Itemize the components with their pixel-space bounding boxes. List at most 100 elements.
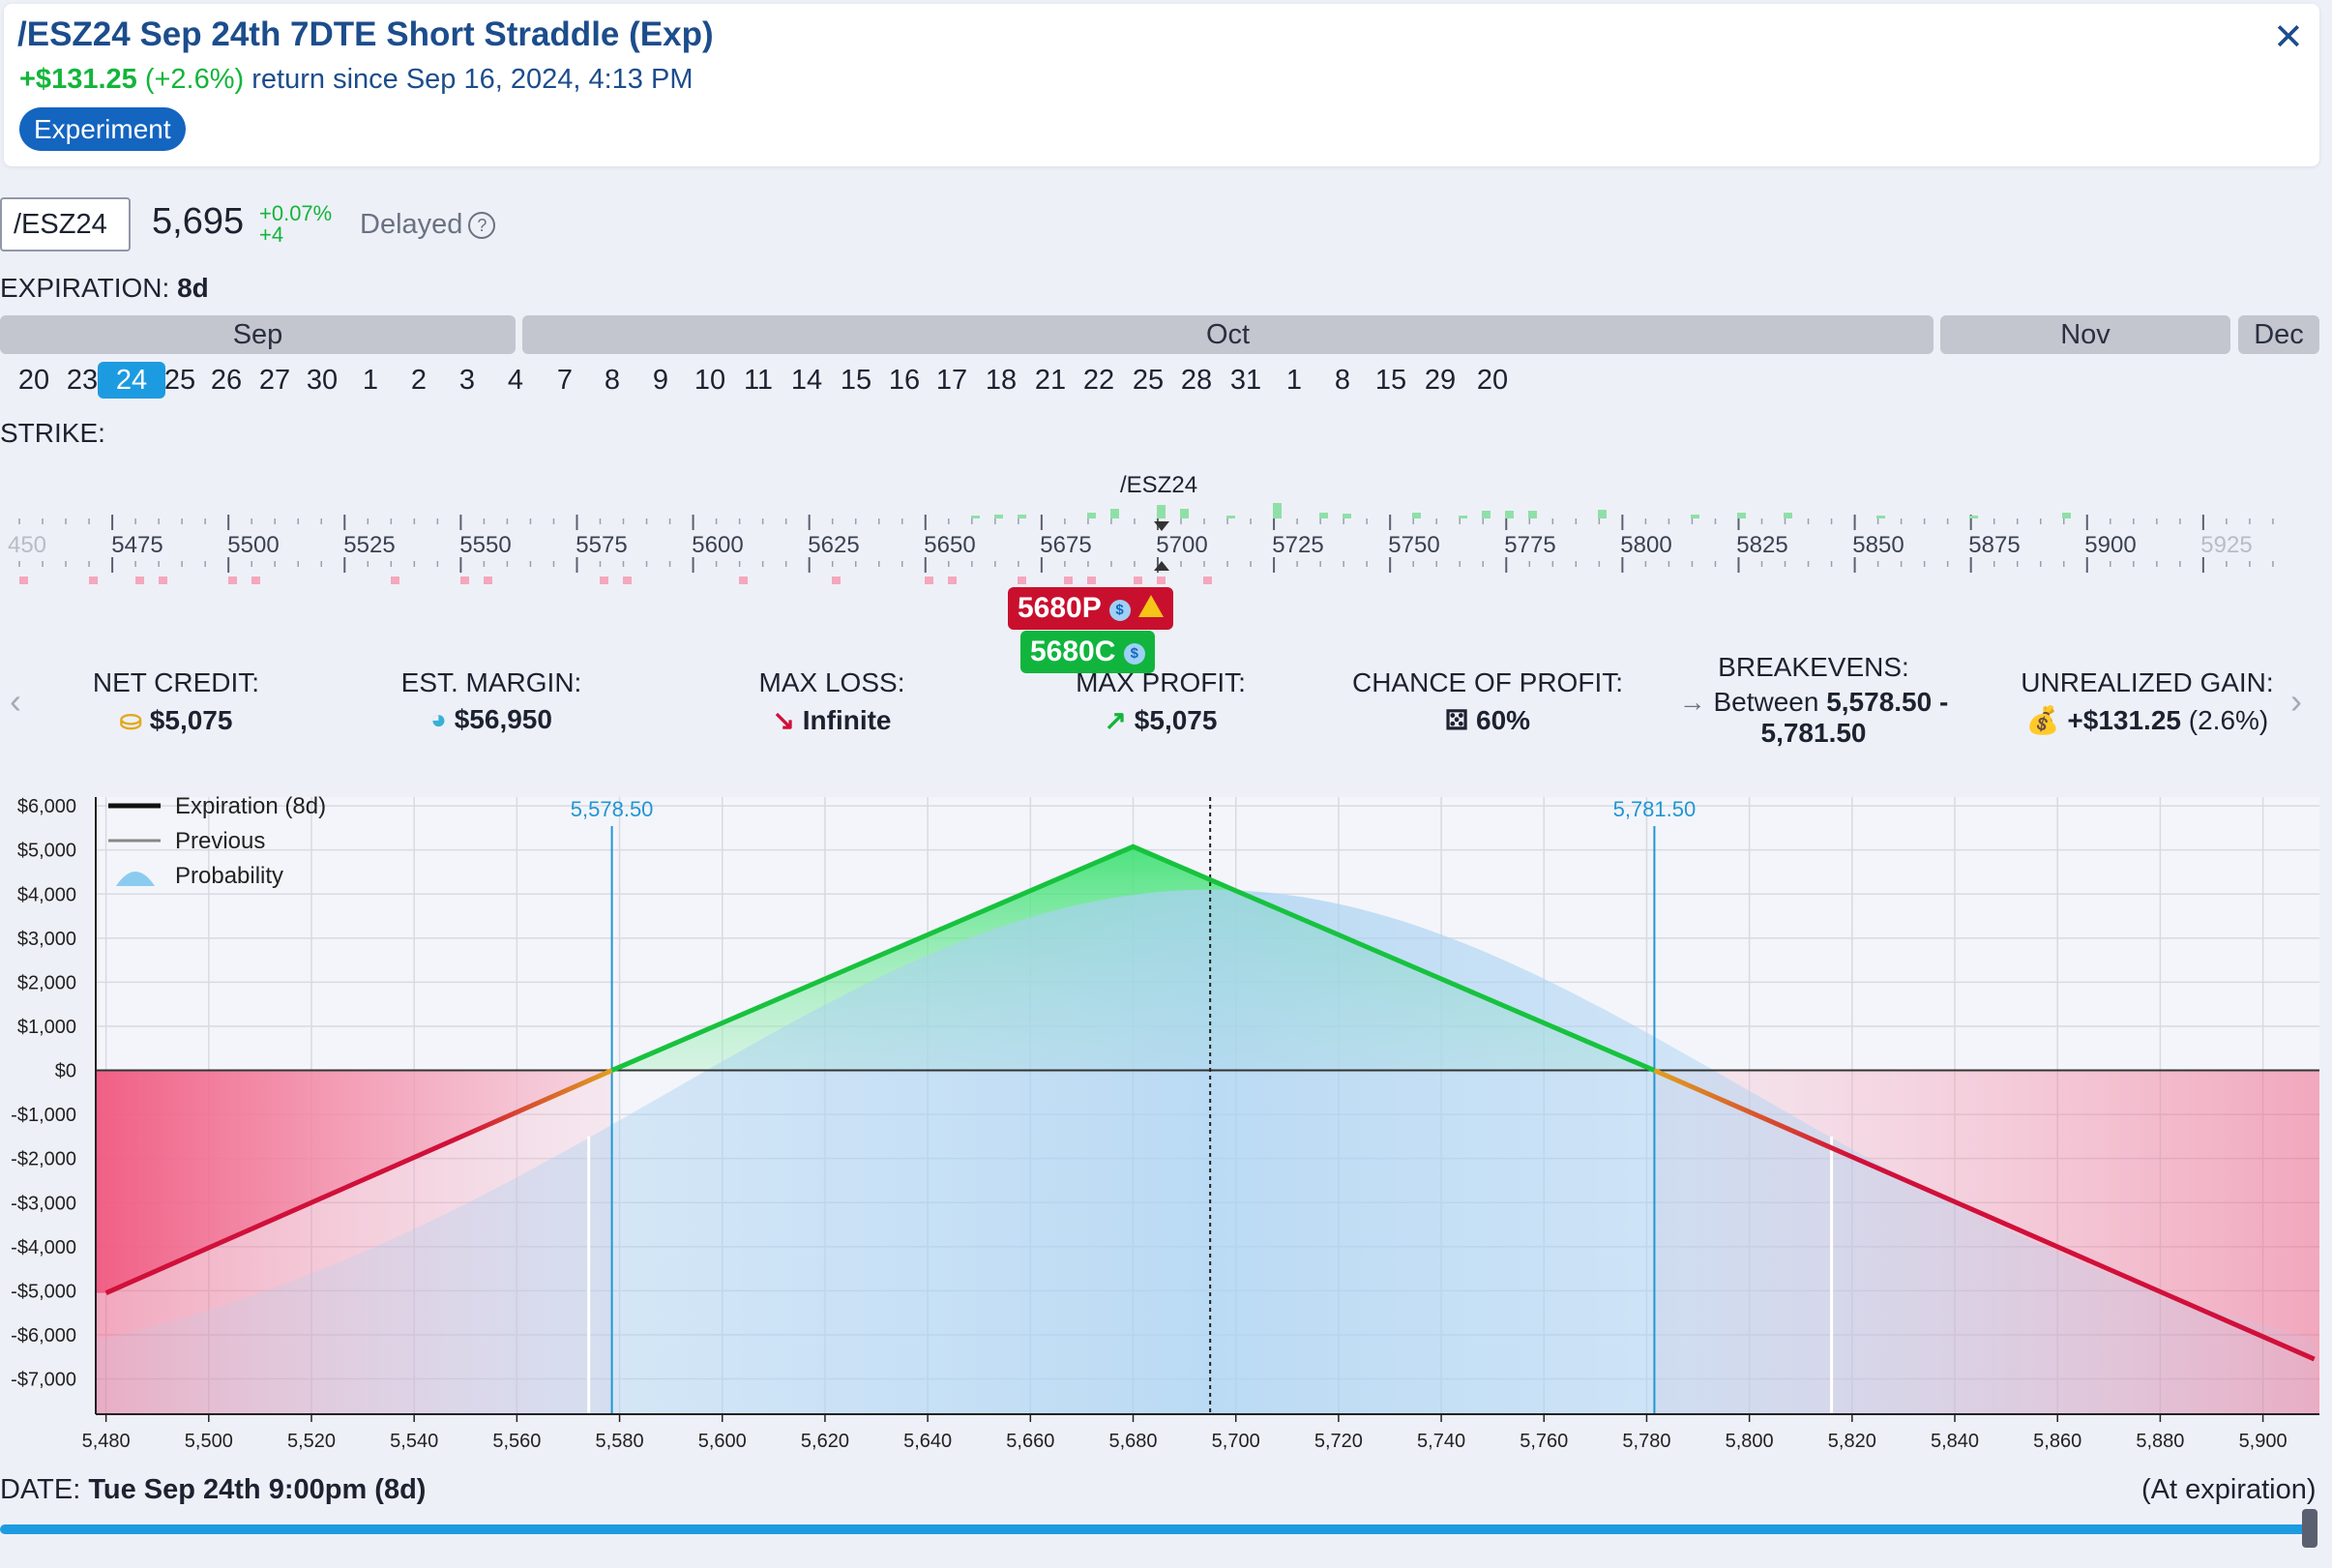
month-oct: Oct: [522, 315, 1933, 354]
strike-tick-label[interactable]: 5800: [1620, 532, 1672, 558]
expiration-day[interactable]: 9: [652, 365, 669, 396]
expiration-day[interactable]: 20: [1476, 365, 1509, 396]
strike-tick-label[interactable]: 5725: [1272, 532, 1324, 558]
stats-next-icon[interactable]: ›: [2290, 681, 2302, 721]
expiration-day[interactable]: 24: [98, 362, 165, 399]
strike-ruler[interactable]: [0, 503, 2332, 590]
y-tick-label: $5,000: [17, 841, 76, 862]
max-profit-value: $5,075: [1134, 705, 1218, 735]
x-tick-label: 5,860: [2033, 1431, 2081, 1452]
payoff-chart[interactable]: 5,578.50 5,781.50 5,480 5,500 5,520 5,540 5,5…: [0, 780, 2332, 1466]
date-label-text: DATE:: [0, 1474, 81, 1505]
strike-tick-label[interactable]: 5675: [1040, 532, 1092, 558]
expiration-day[interactable]: 29: [1424, 365, 1457, 396]
strike-tick-label[interactable]: 5750: [1388, 532, 1440, 558]
expiration-day[interactable]: 15: [840, 365, 872, 396]
strike-tick-label[interactable]: 5650: [924, 532, 976, 558]
expiration-day[interactable]: 1: [362, 365, 379, 396]
help-icon[interactable]: ?: [468, 212, 496, 239]
call-leg-chip[interactable]: 5680C $: [1020, 631, 1155, 673]
expiration-value: 8d: [177, 273, 209, 303]
volume-bar-put: [925, 577, 933, 584]
volume-bar-call: [1969, 516, 1978, 518]
expiration-day[interactable]: 21: [1034, 365, 1067, 396]
volume-bar-call: [1482, 511, 1491, 518]
strike-tick-label[interactable]: 5825: [1736, 532, 1788, 558]
expiration-day[interactable]: 3: [458, 365, 476, 396]
strike-tick-label[interactable]: 5575: [576, 532, 628, 558]
expiration-day[interactable]: 4: [507, 365, 524, 396]
strike-tick-label[interactable]: 5475: [111, 532, 163, 558]
expiration-day[interactable]: 31: [1229, 365, 1262, 396]
expiration-day[interactable]: 22: [1082, 365, 1115, 396]
volume-bar-call: [2062, 513, 2071, 518]
expiration-day[interactable]: 14: [790, 365, 823, 396]
strike-tick-label[interactable]: 5925: [2200, 532, 2253, 558]
expiration-day[interactable]: 15: [1374, 365, 1407, 396]
strike-tick-label[interactable]: 5875: [1968, 532, 2021, 558]
expiration-day[interactable]: 26: [210, 365, 243, 396]
symbol-input[interactable]: [0, 197, 131, 251]
stats-prev-icon[interactable]: ‹: [10, 681, 21, 721]
expiration-day[interactable]: 2: [410, 365, 428, 396]
expiration-day[interactable]: 28: [1180, 365, 1213, 396]
expiration-day[interactable]: 27: [258, 365, 291, 396]
volume-bar-call: [1691, 515, 1699, 518]
y-tick-label: -$1,000: [11, 1105, 76, 1126]
expiration-day[interactable]: 18: [985, 365, 1018, 396]
expiration-day[interactable]: 16: [888, 365, 921, 396]
volume-bar-call: [1784, 513, 1792, 518]
volume-bar-put: [228, 577, 237, 584]
expiration-day[interactable]: 23: [66, 365, 99, 396]
volume-bar-put: [623, 577, 632, 584]
x-tick-label: 5,540: [390, 1431, 438, 1452]
expiration-day[interactable]: 8: [1334, 365, 1351, 396]
experiment-badge[interactable]: Experiment: [19, 107, 186, 151]
x-tick-label: 5,760: [1520, 1431, 1568, 1452]
pie-icon: ◕: [430, 704, 447, 734]
expiration-day[interactable]: 11: [743, 365, 774, 396]
strike-tick-label[interactable]: 5525: [343, 532, 396, 558]
close-icon[interactable]: ✕: [2273, 17, 2304, 58]
delayed-status[interactable]: Delayed?: [360, 209, 496, 241]
chance-of-profit-value: 60%: [1476, 705, 1531, 735]
expiration-day[interactable]: 17: [935, 365, 968, 396]
expiration-label-text: EXPIRATION:: [0, 273, 170, 303]
expiration-day[interactable]: 25: [163, 365, 196, 396]
strike-tick-label[interactable]: 5700: [1156, 532, 1208, 558]
date-slider-track[interactable]: [0, 1524, 2312, 1534]
volume-bar-call: [1319, 513, 1328, 518]
strike-tick-label[interactable]: 450: [7, 532, 47, 558]
volume-bar-call: [1528, 511, 1537, 518]
strike-tick-label[interactable]: 5550: [459, 532, 512, 558]
max-loss-title: MAX LOSS:: [758, 667, 905, 697]
volume-bar-call: [1505, 511, 1514, 518]
strike-tick-label[interactable]: 5900: [2084, 532, 2137, 558]
expiration-day[interactable]: 8: [604, 365, 621, 396]
expiration-day[interactable]: 10: [694, 365, 726, 396]
payoff-line-left: [104, 1068, 613, 1295]
strike-tick-label[interactable]: 5775: [1504, 532, 1556, 558]
x-tick-label: 5,480: [82, 1431, 131, 1452]
volume-bar-put: [460, 577, 469, 584]
volume-bar-call: [1343, 514, 1351, 518]
expiration-day[interactable]: 20: [17, 365, 50, 396]
expiration-day[interactable]: 1: [1285, 365, 1303, 396]
volume-bar-put: [89, 577, 98, 584]
breakeven-label: 5,781.50: [1613, 797, 1697, 821]
strike-tick-label[interactable]: 5850: [1852, 532, 1904, 558]
max-loss-value: Infinite: [802, 705, 892, 735]
strike-tick-label[interactable]: 5500: [227, 532, 280, 558]
date-slider-thumb[interactable]: [2302, 1509, 2317, 1548]
payoff-line-profit: [610, 843, 1656, 1073]
expiration-day[interactable]: 7: [556, 365, 574, 396]
expiration-day[interactable]: 30: [306, 365, 339, 396]
volume-bar-call: [1180, 509, 1189, 518]
strike-tick-label[interactable]: 5625: [808, 532, 860, 558]
volume-bar-call: [1737, 513, 1746, 518]
put-leg-chip[interactable]: 5680P $: [1008, 587, 1173, 630]
y-tick-label: -$6,000: [11, 1325, 76, 1346]
strike-tick-label[interactable]: 5600: [692, 532, 744, 558]
max-profit-stat: MAX PROFIT: ↗ $5,075: [1054, 667, 1267, 736]
expiration-day[interactable]: 25: [1132, 365, 1165, 396]
